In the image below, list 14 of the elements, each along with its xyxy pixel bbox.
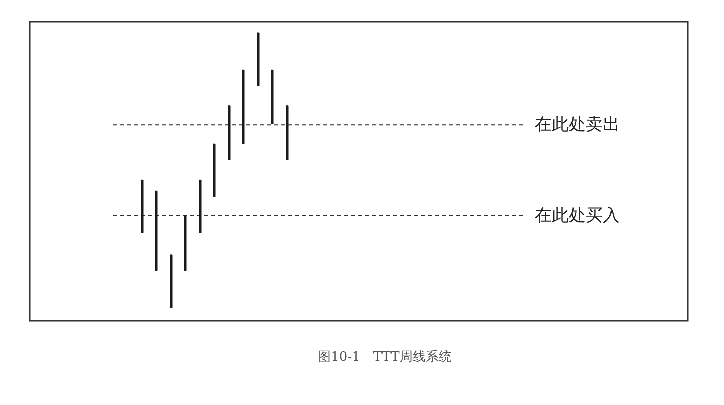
candlestick [141,180,144,234]
candlestick [170,254,173,308]
candlestick [242,70,245,144]
candlestick [155,190,158,272]
candlestick [286,106,289,160]
candlestick [184,216,187,272]
candlestick [228,106,231,160]
ref-line-label: 在此处卖出 [535,115,620,136]
candlestick [257,32,260,86]
ref-line-label: 在此处买入 [535,206,620,226]
candlestick [213,144,216,198]
text: 图10-1 TTT周线系统 [318,350,452,365]
candlestick [199,180,202,234]
candlestick [271,70,274,124]
